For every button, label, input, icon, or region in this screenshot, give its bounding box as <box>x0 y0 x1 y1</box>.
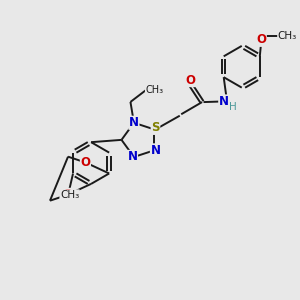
Text: CH₃: CH₃ <box>278 31 297 41</box>
Text: S: S <box>151 122 160 134</box>
Text: CH₃: CH₃ <box>146 85 164 95</box>
Text: O: O <box>80 156 90 169</box>
Text: O: O <box>256 33 266 46</box>
Text: O: O <box>185 74 196 87</box>
Text: N: N <box>129 116 139 129</box>
Text: N: N <box>150 144 161 157</box>
Text: N: N <box>128 150 137 164</box>
Text: O: O <box>62 188 72 201</box>
Text: H: H <box>229 102 236 112</box>
Text: CH₃: CH₃ <box>60 190 79 200</box>
Text: N: N <box>219 95 229 108</box>
